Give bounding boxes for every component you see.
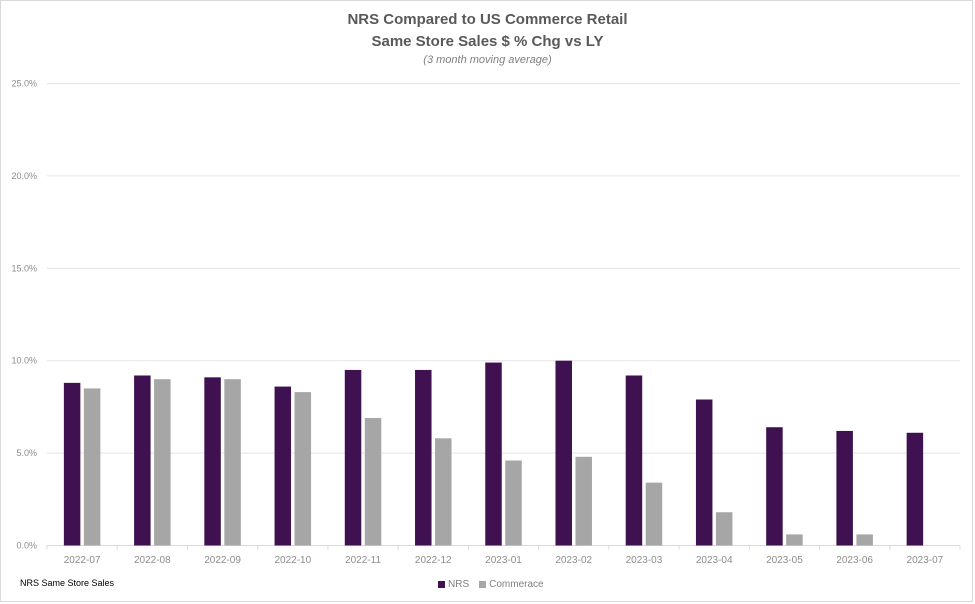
bar-commerce (83, 388, 101, 546)
bar-nrs (766, 427, 783, 546)
x-tick-label: 2023-02 (555, 555, 592, 566)
bar-nrs (274, 386, 292, 546)
bar-nrs (625, 375, 643, 546)
bar-commerce (786, 534, 803, 546)
bar-commerce (364, 417, 382, 546)
footnote: NRS Same Store Sales (20, 578, 115, 588)
bar-commerce (154, 379, 171, 546)
bar-commerce (575, 456, 592, 546)
bar-nrs (204, 377, 221, 546)
bar-nrs (485, 362, 502, 546)
y-tick-label: 0.0% (16, 541, 37, 551)
x-tick-label: 2022-11 (345, 555, 381, 566)
bar-nrs (344, 369, 362, 546)
x-tick-label: 2022-09 (204, 555, 241, 566)
bar-commerce (505, 460, 522, 546)
y-tick-label: 10.0% (11, 356, 37, 366)
chart-subtitle: Same Store Sales $ % Chg vs LY (371, 33, 604, 50)
bar-nrs (695, 399, 713, 546)
y-tick-label: 25.0% (11, 79, 37, 89)
legend-label-nrs: NRS (448, 579, 470, 590)
x-tick-label: 2022-08 (134, 555, 171, 566)
x-tick-label: 2023-01 (485, 555, 522, 566)
x-tick-label: 2023-05 (766, 555, 803, 566)
bar-commerce (715, 512, 733, 546)
legend-swatch-nrs (438, 581, 445, 588)
x-tick-label: 2023-03 (626, 555, 663, 566)
legend-swatch-commerce (479, 581, 487, 588)
bar-commerce (856, 534, 873, 546)
bar-commerce (294, 392, 312, 546)
bar-commerce (224, 379, 241, 546)
legend-item-commerce: Commerace (479, 579, 544, 590)
bar-nrs (555, 360, 572, 546)
bar-nrs (906, 432, 924, 546)
legend-label-commerce: Commerace (489, 579, 544, 590)
x-tick-label: 2022-07 (64, 555, 101, 566)
chart-title: NRS Compared to US Commerce Retail (347, 11, 628, 28)
bar-nrs (415, 369, 432, 546)
bar-nrs (63, 382, 81, 546)
bar-nrs (134, 375, 151, 546)
x-tick-label: 2023-07 (907, 555, 944, 566)
bar-nrs (836, 430, 853, 546)
y-tick-label: 15.0% (11, 263, 37, 273)
y-tick-label: 5.0% (16, 448, 37, 458)
chart-note: (3 month moving average) (423, 54, 552, 66)
bar-commerce (645, 482, 663, 546)
legend: NRS Commerace (438, 579, 550, 590)
x-tick-label: 2022-10 (274, 555, 311, 566)
y-tick-label: 20.0% (11, 171, 37, 181)
x-tick-label: 2022-12 (415, 555, 452, 566)
bar-commerce (435, 438, 452, 546)
legend-item-nrs: NRS (438, 579, 469, 590)
x-tick-label: 2023-04 (696, 555, 733, 566)
x-tick-label: 2023-06 (836, 555, 873, 566)
